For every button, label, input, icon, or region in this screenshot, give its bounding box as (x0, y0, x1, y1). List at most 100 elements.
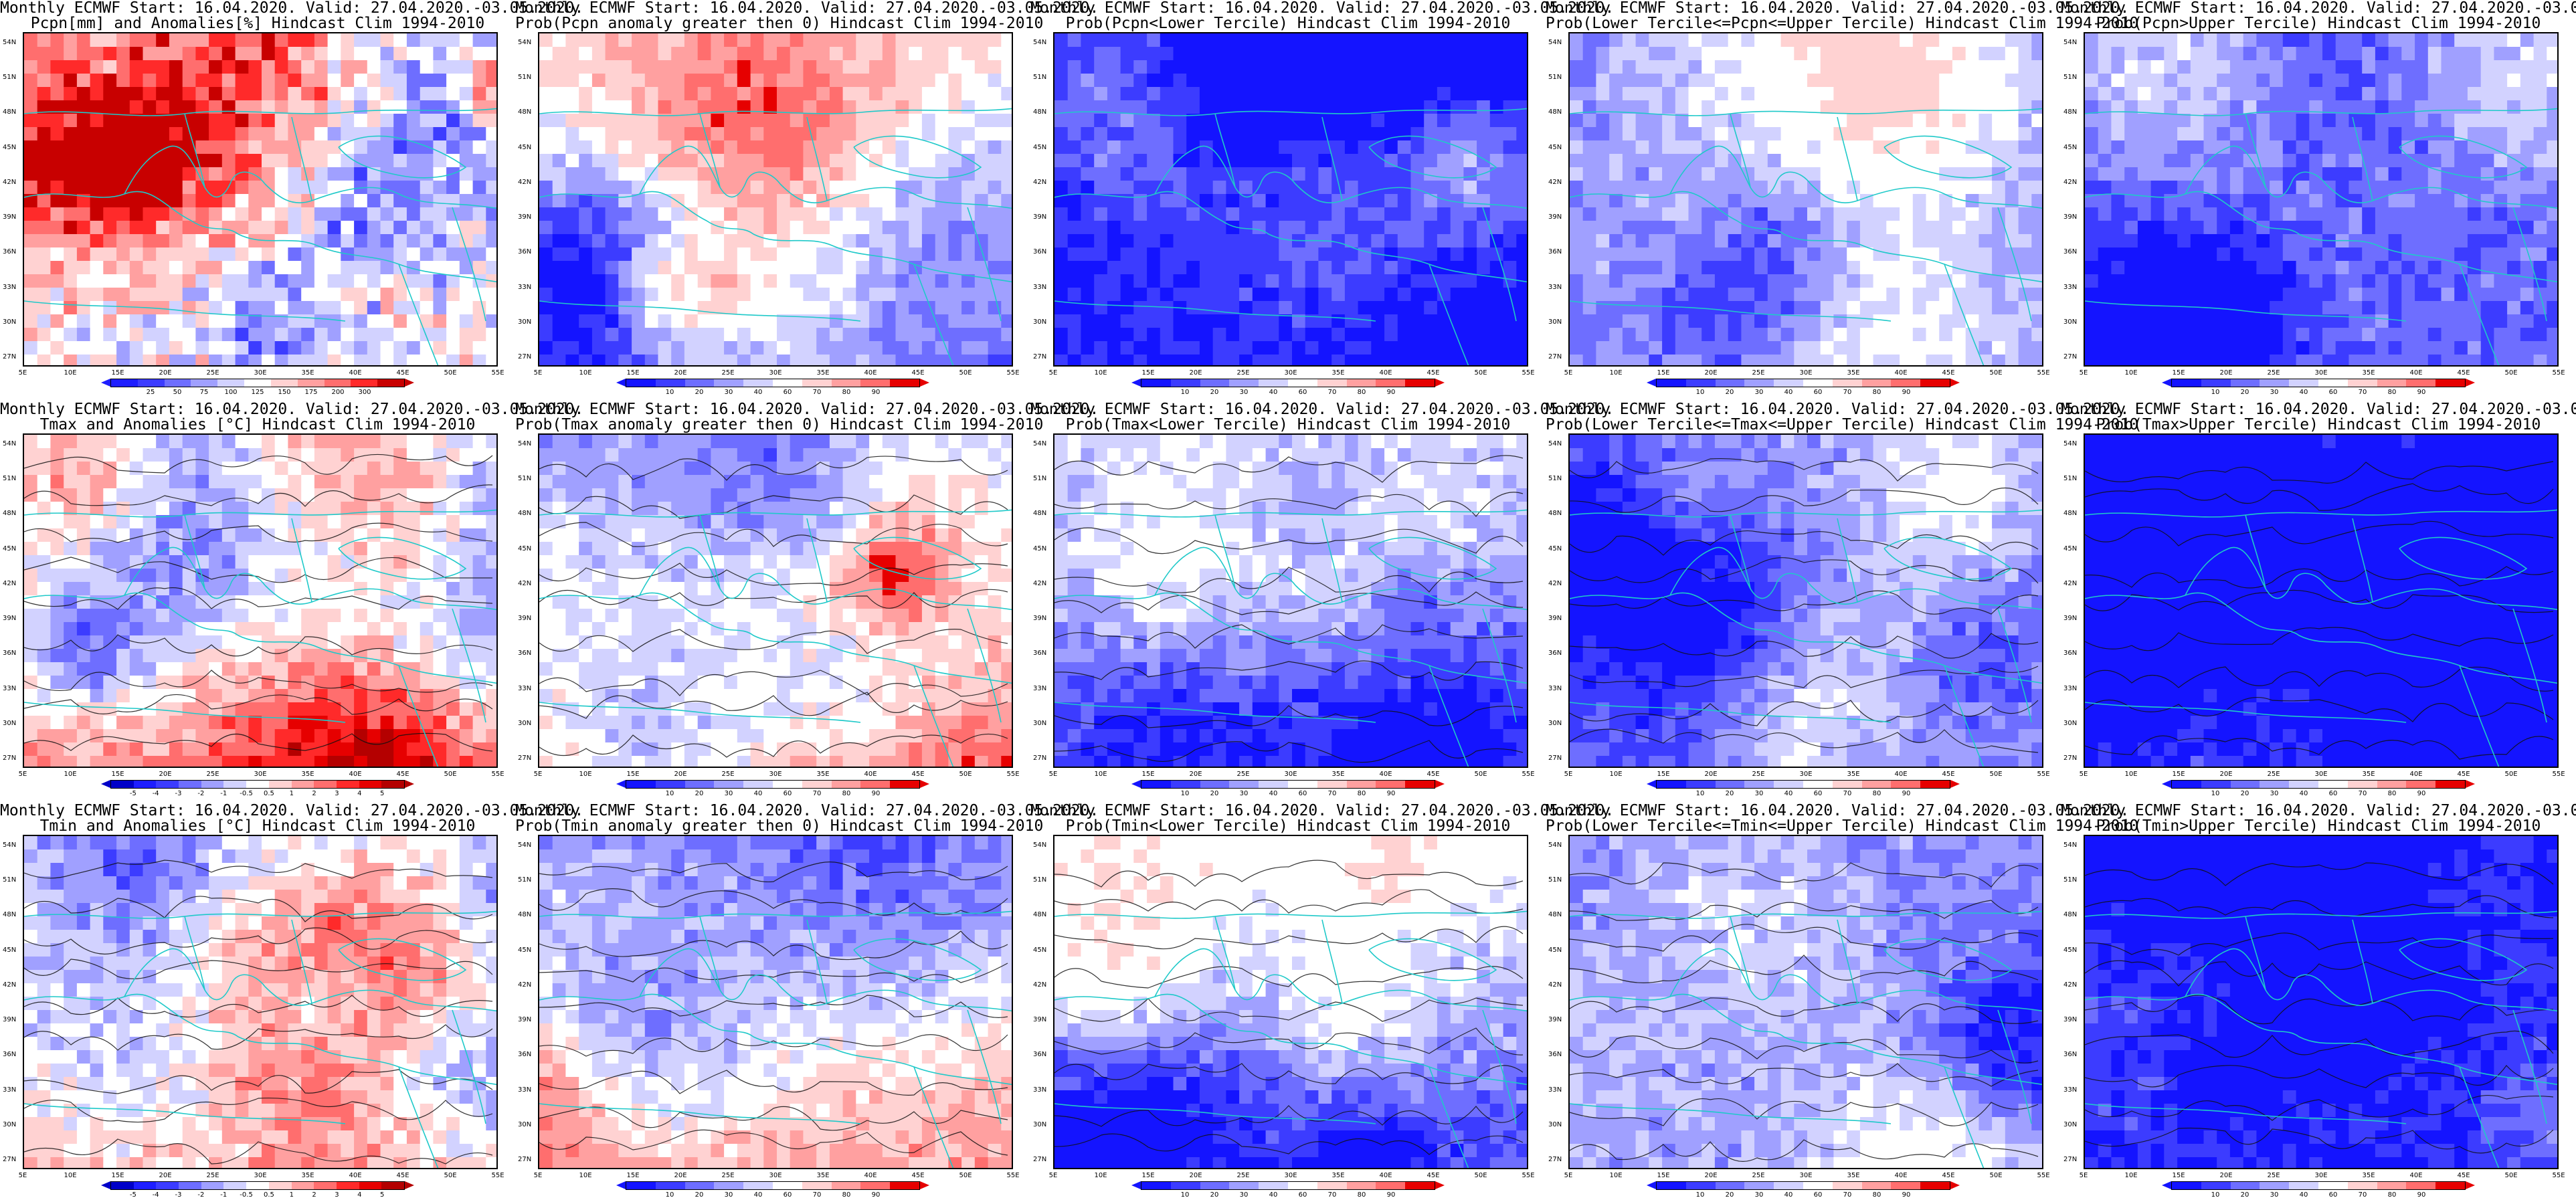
forecast-panel: Monthly ECMWF Start: 16.04.2020. Valid: … (515, 0, 1099, 401)
colorbar-tick-label: 100 (224, 389, 238, 396)
colorbar-right-arrow-icon (405, 1181, 414, 1189)
longitude-label: 55E (491, 771, 504, 778)
colorbar-left-arrow-icon (616, 379, 626, 387)
latitude-label: 33N (1548, 283, 1562, 291)
colorbar-segment (268, 1182, 292, 1189)
colorbar (626, 780, 920, 789)
colorbar-segment (201, 1182, 224, 1189)
longitude-label: 30E (1799, 369, 1813, 377)
colorbar-tick-label: 80 (842, 790, 851, 797)
panel-title: Monthly ECMWF Start: 16.04.2020. Valid: … (0, 0, 584, 17)
colorbar-segment (1376, 379, 1406, 387)
colorbar-segment (1715, 379, 1745, 387)
latitude-label: 45N (2063, 544, 2078, 553)
longitude-label: 10E (64, 771, 77, 778)
colorbar-tick-label: -4 (152, 790, 159, 797)
panel-title: Monthly ECMWF Start: 16.04.2020. Valid: … (1030, 0, 1615, 17)
latitude-label: 36N (3, 1051, 17, 1059)
latitude-label: 42N (3, 178, 17, 186)
colorbar-segment (1229, 379, 1259, 387)
colorbar-tick-label: 3 (335, 790, 339, 797)
latitude-label: 33N (1548, 1086, 1562, 1094)
colorbar-tick-label: 70 (812, 790, 822, 797)
longitude-label: 45E (1942, 369, 1955, 377)
colorbar (626, 1181, 920, 1190)
latitude-label: 27N (3, 353, 17, 361)
colorbar-right-arrow-icon (2466, 1181, 2475, 1189)
colorbar-segment (2347, 781, 2377, 788)
panel-subtitle: Prob(Tmax>Upper Tercile) Hindcast Clim 1… (2096, 416, 2541, 433)
colorbar-segment (377, 379, 404, 387)
precipitation-middle-tercile-probability-map (1568, 32, 2043, 367)
panel-title: Monthly ECMWF Start: 16.04.2020. Valid: … (2061, 802, 2576, 819)
colorbar-segment (2201, 1182, 2231, 1189)
latitude-label: 36N (518, 248, 532, 256)
panel-subtitle: Prob(Lower Tercile<=Tmin<=Upper Tercile)… (1546, 817, 2139, 835)
colorbar-segment (1891, 1182, 1921, 1189)
colorbar-tick-label: 40 (753, 790, 763, 797)
longitude-label: 40E (2409, 1172, 2423, 1179)
latitude-label: 27N (2063, 1156, 2078, 1163)
panel-subtitle: Tmin and Anomalies [°C] Hindcast Clim 19… (39, 817, 476, 835)
colorbar-segment (1920, 781, 1950, 788)
colorbar-tick-label: 60 (1298, 389, 1307, 396)
colorbar-segment (1317, 781, 1347, 788)
latitude-label: 51N (518, 876, 532, 884)
colorbar-left-arrow-icon (2162, 780, 2171, 788)
colorbar-segment (1229, 781, 1259, 788)
longitude-label: 10E (2124, 771, 2138, 778)
colorbar-segment (201, 781, 224, 788)
colorbar-tick-label: 70 (1327, 1191, 1337, 1199)
colorbar-segment (2347, 379, 2377, 387)
latitude-label: 45N (518, 143, 532, 151)
colorbar-segment (684, 379, 715, 387)
latitude-label: 39N (518, 1016, 532, 1024)
latitude-label: 54N (2063, 440, 2078, 447)
colorbar-right-arrow-icon (920, 780, 929, 788)
colorbar-segment (1774, 781, 1803, 788)
colorbar-tick-label: 30 (724, 790, 733, 797)
colorbar-segment (1685, 1182, 1716, 1189)
latitude-label: 36N (2063, 248, 2078, 256)
longitude-label: 15E (1657, 369, 1670, 377)
longitude-label: 5E (1564, 1172, 1573, 1179)
latitude-label: 33N (518, 1086, 532, 1094)
longitude-label: 20E (2219, 369, 2233, 377)
longitude-label: 10E (1609, 771, 1623, 778)
latitude-label: 45N (3, 143, 17, 151)
longitude-label: 15E (2172, 369, 2185, 377)
latitude-label: 39N (2063, 1016, 2078, 1024)
colorbar-tick-label: 0.5 (263, 790, 274, 797)
longitude-label: 55E (1522, 771, 1535, 778)
longitude-label: 40E (864, 369, 877, 377)
latitude-label: 30N (3, 1120, 17, 1128)
panel-title: Monthly ECMWF Start: 16.04.2020. Valid: … (1030, 401, 1615, 418)
longitude-label: 20E (674, 369, 687, 377)
latitude-label: 27N (2063, 755, 2078, 762)
colorbar-segment (111, 1182, 134, 1189)
colorbar-segment (1405, 379, 1435, 387)
longitude-label: 10E (1609, 1172, 1623, 1179)
colorbar-tick-label: 60 (2328, 790, 2338, 797)
colorbar-tick-label: 80 (1357, 1191, 1366, 1199)
longitude-label: 35E (301, 1172, 314, 1179)
panel-title: Monthly ECMWF Start: 16.04.2020. Valid: … (515, 0, 1099, 17)
colorbar-segment (1287, 1182, 1317, 1189)
tmin-positive-anomaly-probability-map (538, 835, 1013, 1169)
colorbar (1141, 780, 1435, 789)
forecast-panel: Monthly ECMWF Start: 16.04.2020. Valid: … (1030, 803, 1614, 1204)
longitude-label: 30E (1799, 771, 1813, 778)
latitude-label: 54N (2063, 39, 2078, 46)
longitude-label: 15E (2172, 1172, 2185, 1179)
longitude-label: 50E (1474, 369, 1487, 377)
colorbar-left-arrow-icon (101, 780, 110, 788)
colorbar-tick-label: 80 (1872, 1191, 1881, 1199)
tmax-positive-anomaly-probability-map (538, 433, 1013, 768)
colorbar-segment (890, 1182, 919, 1189)
longitude-label: 5E (18, 369, 27, 377)
longitude-label: 5E (2079, 771, 2088, 778)
colorbar-segment (2172, 1182, 2201, 1189)
latitude-label: 39N (518, 213, 532, 221)
colorbar-segment (246, 1182, 269, 1189)
latitude-label: 42N (1033, 981, 1047, 989)
